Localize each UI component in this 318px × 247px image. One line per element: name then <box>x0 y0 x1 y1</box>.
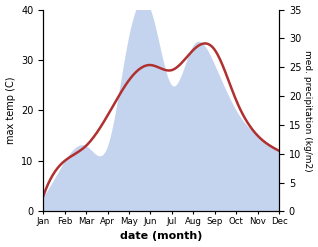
Y-axis label: max temp (C): max temp (C) <box>5 77 16 144</box>
X-axis label: date (month): date (month) <box>120 231 202 242</box>
Y-axis label: med. precipitation (kg/m2): med. precipitation (kg/m2) <box>303 50 313 171</box>
